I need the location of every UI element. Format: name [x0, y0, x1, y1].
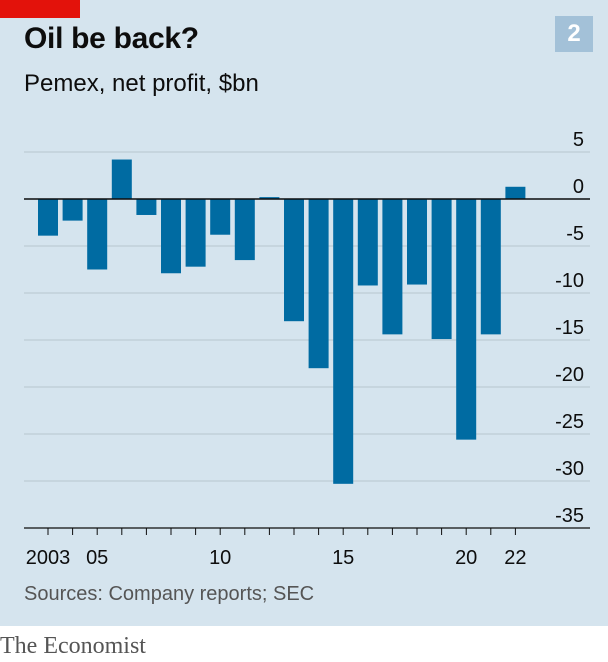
y-tick-label: -25 — [555, 411, 584, 433]
y-tick-label: -5 — [566, 223, 584, 245]
bar-2004 — [62, 199, 83, 221]
bar-2003 — [38, 199, 58, 236]
chart-number-badge: 2 — [555, 16, 593, 52]
bar-2019 — [431, 199, 452, 340]
bar-2008 — [161, 199, 181, 274]
bar-2021 — [480, 199, 501, 335]
bar-2006 — [111, 159, 132, 199]
bar-chart: 5 0 -5 -10 -15 -20 -25 -30 -35 2003 05 10 15 20 22 — [24, 129, 590, 569]
bar-2011 — [234, 199, 255, 261]
y-tick-label: 5 — [573, 129, 584, 151]
y-tick-label: -10 — [555, 270, 584, 292]
bar-2022 — [505, 186, 526, 199]
bar-2010 — [210, 199, 231, 235]
brand-red-tag — [0, 0, 80, 18]
bar-2005 — [87, 199, 108, 270]
bar-2013 — [284, 199, 304, 322]
publisher-wordmark: The Economist — [0, 633, 146, 659]
bar-2020 — [456, 199, 477, 440]
x-tick-label: 20 — [455, 547, 477, 569]
bar-2016 — [357, 199, 378, 286]
x-tick-label: 05 — [86, 547, 108, 569]
source-note: Sources: Company reports; SEC — [24, 583, 315, 605]
bar-2017 — [382, 199, 403, 335]
y-tick-label: -20 — [555, 364, 584, 386]
x-tick-label: 22 — [504, 547, 526, 569]
y-tick-label: -30 — [555, 458, 584, 480]
y-tick-label: -15 — [555, 317, 584, 339]
chart-subtitle: Pemex, net profit, $bn — [24, 70, 259, 97]
bar-2009 — [185, 199, 206, 267]
x-tick-label: 10 — [209, 547, 231, 569]
chart-title: Oil be back? — [24, 22, 199, 55]
bar-2012 — [259, 197, 280, 199]
x-tick-label: 2003 — [26, 547, 71, 569]
chart-panel: Oil be back? Pemex, net profit, $bn 2 5 0… — [0, 0, 608, 626]
bar-2014 — [308, 199, 329, 369]
bar-2018 — [407, 199, 427, 285]
bar-2007 — [136, 199, 157, 215]
x-tick-label: 15 — [332, 547, 354, 569]
y-tick-label: -35 — [555, 505, 584, 527]
y-tick-label: 0 — [573, 176, 584, 198]
bar-2015 — [333, 199, 354, 484]
